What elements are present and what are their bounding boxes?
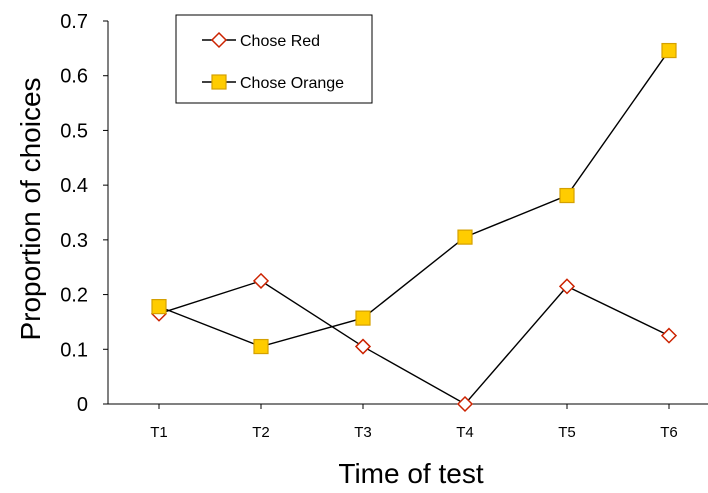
legend-marker-chose-red bbox=[210, 31, 228, 49]
legend-label-chose-orange: Chose Orange bbox=[240, 75, 344, 92]
legend-label-chose-red: Chose Red bbox=[240, 33, 320, 50]
data-point-chose-red bbox=[354, 338, 372, 355]
data-point-chose-orange bbox=[661, 42, 677, 59]
y-tick-label: 0.2 bbox=[60, 285, 88, 307]
x-tick-label: T1 bbox=[150, 424, 168, 441]
data-point-chose-orange bbox=[355, 310, 371, 326]
y-axis: 0 0.1 0.2 0.3 0.4 0.5 0.6 0.7 bbox=[60, 11, 109, 416]
y-tick-label: 0 bbox=[77, 394, 88, 416]
y-tick-label: 0.1 bbox=[60, 339, 88, 361]
series-layer bbox=[150, 42, 678, 413]
y-tick-label: 0.6 bbox=[60, 66, 88, 88]
series-line-chose-red bbox=[158, 280, 670, 405]
legend-box bbox=[175, 14, 373, 104]
data-point-chose-red bbox=[558, 278, 576, 295]
legend-marker-chose-orange bbox=[211, 74, 227, 90]
x-tick-label: T6 bbox=[660, 424, 678, 441]
y-tick-label: 0.4 bbox=[60, 175, 88, 197]
data-point-chose-orange bbox=[457, 229, 473, 245]
legend: Chose Red Chose Orange bbox=[175, 14, 373, 104]
y-tick-label: 0.5 bbox=[60, 120, 88, 142]
y-tick-label: 0.7 bbox=[60, 11, 88, 33]
data-point-chose-orange bbox=[253, 338, 269, 355]
x-tick-label: T4 bbox=[456, 424, 474, 441]
x-tick-label: T2 bbox=[252, 424, 270, 441]
x-tick-label: T3 bbox=[354, 424, 372, 441]
data-point-chose-red bbox=[456, 395, 474, 413]
x-tick-label: T5 bbox=[558, 424, 576, 441]
data-point-chose-red bbox=[660, 327, 678, 344]
data-point-chose-red bbox=[252, 272, 270, 289]
x-axis: T1 T2 T3 T4 T5 T6 bbox=[108, 403, 708, 441]
series-line-chose-orange bbox=[158, 50, 670, 348]
x-axis-title: Time of test bbox=[338, 458, 483, 489]
y-tick-label: 0.3 bbox=[60, 230, 88, 252]
data-point-chose-orange bbox=[559, 187, 575, 204]
y-axis-title: Proportion of choices bbox=[15, 77, 46, 340]
data-point-chose-orange bbox=[151, 299, 167, 315]
